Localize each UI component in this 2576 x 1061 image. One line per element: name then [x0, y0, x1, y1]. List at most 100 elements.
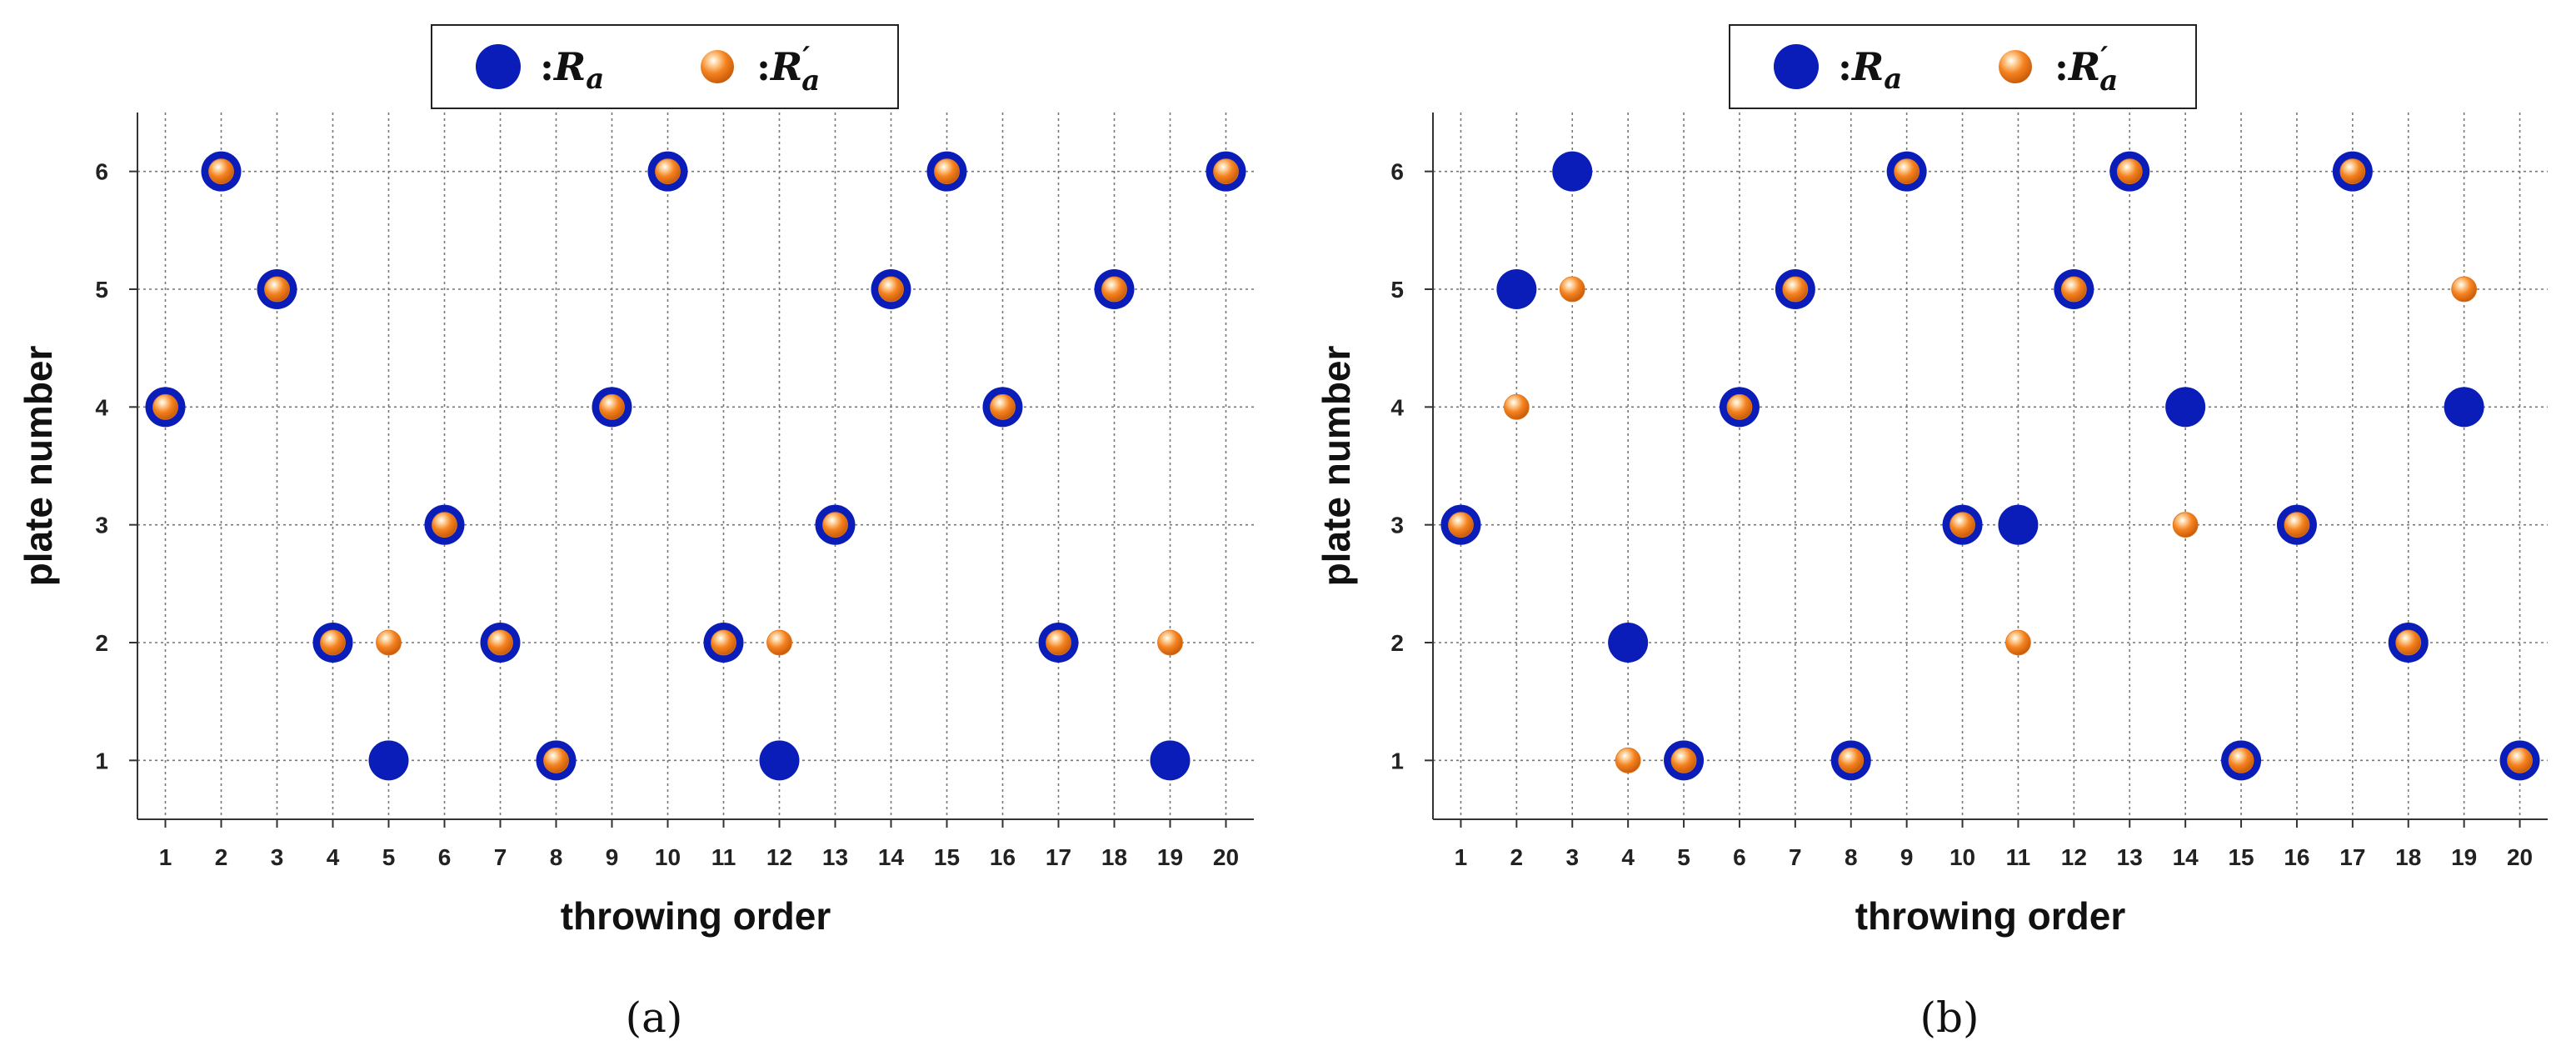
- x-tick-label: 7: [494, 844, 507, 870]
- point-ra-prime: [376, 629, 402, 656]
- x-tick-label: 5: [1677, 844, 1690, 870]
- point-ra: [2165, 387, 2206, 428]
- x-tick-label: 20: [1213, 844, 1239, 870]
- panel-caption: (b): [1920, 993, 1979, 1042]
- legend-subscript: a: [1884, 63, 1902, 96]
- legend-marker-ra-prime: [1999, 50, 2032, 83]
- point-ra-prime: [2451, 276, 2478, 303]
- point-ra-prime: [766, 629, 792, 656]
- point-ra-prime: [1726, 393, 1753, 420]
- x-tick-label: 3: [271, 844, 284, 870]
- x-tick-label: 14: [878, 844, 905, 870]
- x-tick-label: 20: [2507, 844, 2533, 870]
- x-tick-label: 8: [550, 844, 563, 870]
- point-ra-prime: [878, 276, 904, 303]
- y-tick-label: 1: [95, 748, 108, 773]
- point-ra: [759, 740, 800, 781]
- point-ra: [1998, 504, 2039, 545]
- y-tick-label: 3: [1390, 513, 1404, 538]
- legend-colon: :: [1838, 44, 1852, 89]
- point-ra: [2444, 387, 2484, 428]
- x-tick-label: 19: [1157, 844, 1183, 870]
- point-ra-prime: [1782, 276, 1809, 303]
- legend-symbol: R: [2067, 44, 2100, 89]
- x-tick-label: 11: [2006, 844, 2031, 870]
- x-tick-label: 9: [606, 844, 619, 870]
- x-axis-title: throwing order: [1855, 894, 2126, 938]
- legend-colon: :: [2054, 44, 2069, 89]
- legend-label-ra: :Ra: [540, 44, 604, 96]
- x-tick-label: 13: [822, 844, 848, 870]
- legend-label-ra-prime: :R′ a: [756, 41, 820, 98]
- legend-label-ra-prime: :R′ a: [2054, 41, 2118, 98]
- point-ra-prime: [2507, 747, 2533, 773]
- x-tick-label: 12: [2061, 844, 2087, 870]
- x-axis-title: throwing order: [561, 894, 831, 938]
- point-ra-prime: [711, 629, 736, 656]
- x-tick-label: 15: [2228, 844, 2254, 870]
- point-ra-prime: [152, 393, 178, 420]
- point-ra-prime: [2172, 512, 2199, 538]
- y-tick-label: 4: [1390, 394, 1404, 420]
- y-tick-label: 4: [95, 394, 108, 420]
- legend-colon: :: [756, 44, 771, 89]
- y-tick-label: 6: [95, 159, 108, 185]
- point-ra-prime: [822, 512, 848, 538]
- x-tick-label: 12: [766, 844, 792, 870]
- x-tick-label: 4: [1621, 844, 1635, 870]
- x-tick-label: 1: [1455, 844, 1468, 870]
- legend-label-ra: :Ra: [1838, 44, 1902, 96]
- legend: :Ra:R′ a: [1729, 24, 2197, 109]
- point-ra-prime: [2339, 158, 2366, 185]
- y-tick-label: 1: [1390, 748, 1404, 773]
- x-tick-label: 2: [215, 844, 228, 870]
- x-tick-label: 17: [2339, 844, 2365, 870]
- x-tick-label: 9: [1900, 844, 1914, 870]
- x-tick-label: 1: [159, 844, 172, 870]
- x-tick-label: 10: [655, 844, 681, 870]
- y-tick-label: 5: [1390, 277, 1404, 303]
- point-ra-prime: [264, 276, 290, 303]
- point-ra-prime: [1213, 158, 1239, 185]
- point-ra-prime: [1559, 276, 1585, 303]
- x-tick-label: 14: [2173, 844, 2199, 870]
- point-ra-prime: [1838, 747, 1865, 773]
- legend-symbol: R: [1850, 44, 1884, 89]
- panel-a: 1 2 3 4 5 6 7 8 9 10 11 12 13 14 15 16 17 18 19 20123456thr…: [17, 24, 1254, 1042]
- point-ra-prime: [320, 629, 346, 656]
- x-tick-label: 6: [438, 844, 452, 870]
- point-ra-prime: [2005, 629, 2031, 656]
- point-ra-prime: [1503, 393, 1530, 420]
- point-ra-prime: [2060, 276, 2087, 303]
- point-ra-prime: [1894, 158, 1920, 185]
- x-tick-label: 17: [1046, 844, 1071, 870]
- x-tick-label: 10: [1949, 844, 1975, 870]
- legend-prime: ′: [802, 41, 810, 74]
- point-ra-prime: [2395, 629, 2422, 656]
- y-tick-label: 5: [95, 277, 108, 303]
- point-ra-prime: [1101, 276, 1127, 303]
- point-ra-prime: [208, 158, 234, 185]
- point-ra-prime: [655, 158, 681, 185]
- x-tick-label: 2: [1510, 844, 1524, 870]
- x-tick-label: 5: [382, 844, 396, 870]
- x-tick-label: 3: [1565, 844, 1579, 870]
- y-axis-title: plate number: [17, 345, 60, 586]
- x-tick-label: 4: [327, 844, 340, 870]
- y-tick-label: 2: [95, 630, 108, 656]
- point-ra-prime: [1448, 512, 1474, 538]
- point-ra: [1552, 151, 1593, 192]
- x-tick-label: 16: [990, 844, 1016, 870]
- y-tick-label: 6: [1390, 159, 1404, 185]
- point-ra: [1150, 740, 1191, 781]
- legend-marker-ra-prime: [701, 50, 734, 83]
- x-tick-label: 18: [1101, 844, 1127, 870]
- legend-marker-ra: [1774, 44, 1819, 89]
- point-ra: [1608, 623, 1649, 663]
- y-tick-label: 3: [95, 513, 108, 538]
- legend: :Ra :R′ a: [431, 24, 899, 109]
- x-tick-label: 6: [1733, 844, 1746, 870]
- point-ra-prime: [432, 512, 457, 538]
- legend-prime: ′: [2100, 41, 2108, 74]
